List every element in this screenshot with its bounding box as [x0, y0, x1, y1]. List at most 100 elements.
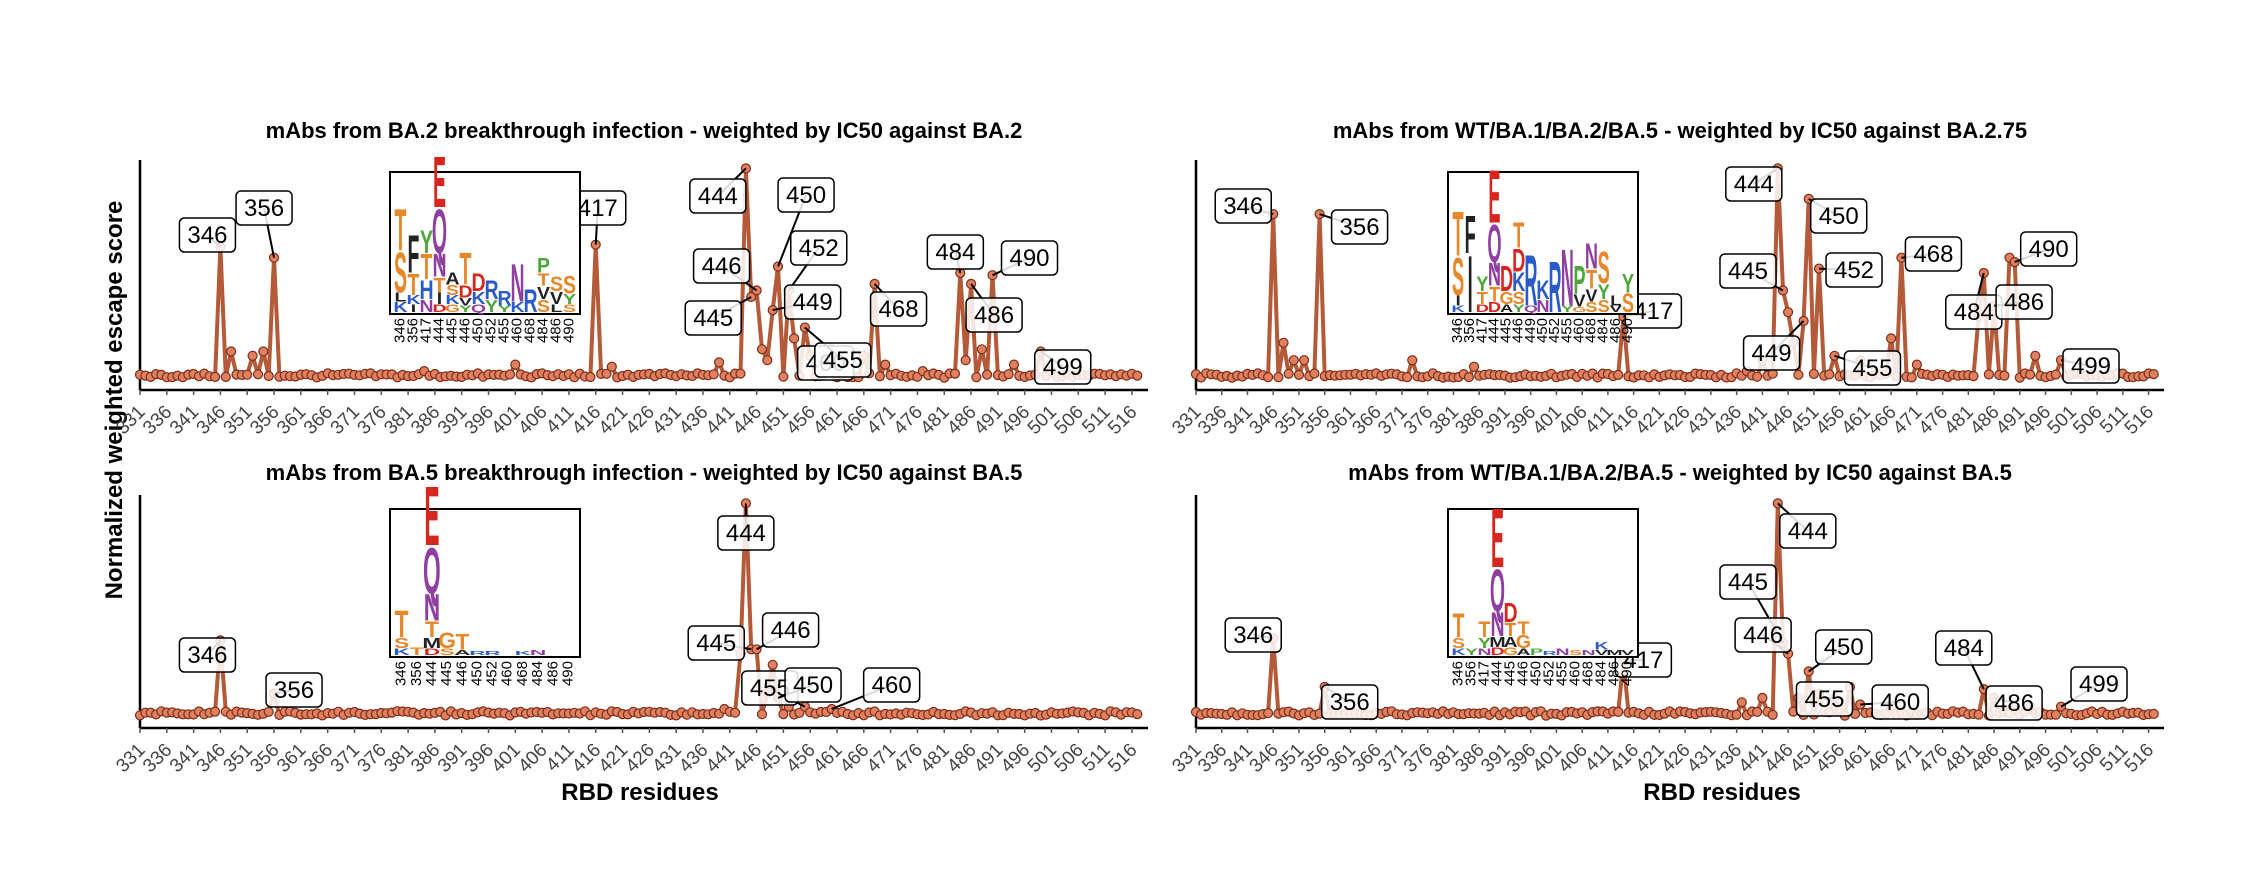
- logo-letter: F: [408, 223, 420, 284]
- logo-letter: N: [1581, 649, 1595, 657]
- data-point: [1731, 709, 1742, 720]
- logo-letter: P: [1530, 647, 1543, 657]
- data-point: [1968, 371, 1979, 382]
- logo-letter: R: [523, 283, 537, 319]
- data-point: [1283, 368, 1294, 379]
- residue-label: 490: [2029, 236, 2069, 263]
- logo-letter: N: [1536, 296, 1549, 316]
- data-point: [1008, 359, 1020, 370]
- data-point: [1273, 372, 1284, 383]
- chart-title: mAbs from WT/BA.1/BA.2/BA.5 - weighted b…: [1348, 460, 2012, 485]
- data-point: [1824, 369, 1835, 380]
- residue-label: 452: [799, 235, 839, 262]
- logo-site-label: 417: [1473, 318, 1490, 343]
- logo-letter: D: [1490, 646, 1504, 658]
- logo-letter: S: [1598, 296, 1610, 316]
- logo-site-label: 484: [1593, 661, 1610, 686]
- logo-frame: [1447, 508, 1639, 658]
- logo-site-label: 455: [496, 318, 513, 343]
- residue-label: 449: [793, 289, 833, 316]
- label-box: [684, 300, 742, 336]
- residue-label: 486: [1994, 690, 2034, 717]
- logo-letter: G: [438, 627, 456, 653]
- logo-letter: V: [537, 283, 551, 303]
- label-box: [1320, 684, 1379, 720]
- logo-letter: Y: [1561, 304, 1574, 314]
- logo-letter: R: [1524, 241, 1537, 322]
- logo-site-label: 460: [509, 318, 526, 343]
- label-box: [687, 625, 745, 661]
- logo-letter: N: [1488, 256, 1501, 293]
- data-point: [252, 369, 264, 380]
- x-axis-label-right: RBD residues: [1643, 779, 1800, 806]
- logo-site-label: 484: [1595, 318, 1612, 343]
- x-tick-label: 516: [2121, 402, 2158, 439]
- logo-letter: S: [394, 241, 407, 305]
- data-point: [1132, 708, 1143, 720]
- logo-letter: N: [419, 296, 433, 316]
- series-line: [1194, 166, 2154, 380]
- data-point: [1752, 371, 1763, 382]
- data-point: [1309, 368, 1320, 379]
- label-box: [777, 177, 835, 213]
- logo-letter: Q: [471, 303, 486, 315]
- logo-letter: L: [395, 291, 407, 305]
- label-box: [784, 667, 842, 703]
- logo-letter: Y: [1465, 647, 1478, 657]
- label-box: [1742, 335, 1801, 371]
- residue-label: 486: [974, 302, 1014, 329]
- logo-site-label: 445: [1502, 661, 1519, 686]
- logo-site-label: 446: [1515, 661, 1532, 686]
- logo-letter: K: [1451, 647, 1465, 657]
- logo-letter: T: [408, 269, 420, 302]
- logo-letter: G: [1572, 305, 1586, 313]
- residue-label: 445: [1728, 258, 1768, 285]
- logo-letter: E: [424, 470, 439, 564]
- label-box: [926, 234, 985, 270]
- logo-letter: T: [1453, 198, 1464, 269]
- label-box: [178, 637, 237, 673]
- logo-letter: T: [1505, 620, 1517, 641]
- data-point: [976, 344, 987, 355]
- series-line: [1195, 501, 2154, 718]
- x-axis-label-left: RBD residues: [561, 779, 718, 806]
- sequence-logo: KST346T356DMTNQE444SG445AT446R450R452460…: [389, 470, 581, 686]
- logo-site-label: 445: [444, 318, 461, 343]
- logo-frame: [389, 171, 581, 315]
- logo-letter: S: [1569, 649, 1582, 657]
- logo-letter: R: [469, 650, 485, 656]
- logo-frame: [389, 508, 581, 658]
- data-point: [1885, 333, 1897, 344]
- logo-letter: K: [471, 288, 486, 308]
- logo-letter: I: [1468, 240, 1473, 330]
- logo-letter: Q: [1490, 559, 1505, 625]
- logo-site-label: 346: [393, 661, 410, 686]
- logo-site-label: 356: [1463, 661, 1480, 686]
- label-box: [1779, 513, 1837, 549]
- logo-letter: S: [1622, 287, 1634, 317]
- logo-letter: D: [458, 281, 472, 301]
- logo-letter: T: [1489, 283, 1500, 307]
- logo-letter: Q: [1524, 304, 1538, 314]
- logo-letter: R: [1542, 650, 1557, 656]
- logo-site-label: 450: [470, 318, 487, 343]
- logo-site-label: 486: [1606, 661, 1623, 686]
- logo-letter: V: [1573, 291, 1585, 311]
- data-point: [2148, 369, 2159, 380]
- logo-letter: A: [1516, 647, 1530, 657]
- logo-site-label: 452: [484, 661, 501, 686]
- logo-letter: G: [445, 303, 460, 315]
- logo-site-label: 446: [457, 318, 474, 343]
- label-box: [862, 667, 921, 703]
- data-point: [1468, 361, 1480, 372]
- logo-letter: T: [455, 629, 469, 655]
- logo-letter: T: [1586, 264, 1597, 294]
- residue-label: 468: [879, 296, 919, 323]
- logo-letter: M: [1606, 649, 1622, 657]
- logo-letter: Y: [563, 291, 577, 308]
- logo-site-label: 346: [1449, 318, 1466, 343]
- logo-letter: K: [1536, 274, 1549, 304]
- logo-letter: E: [1491, 491, 1504, 586]
- data-point: [880, 359, 891, 370]
